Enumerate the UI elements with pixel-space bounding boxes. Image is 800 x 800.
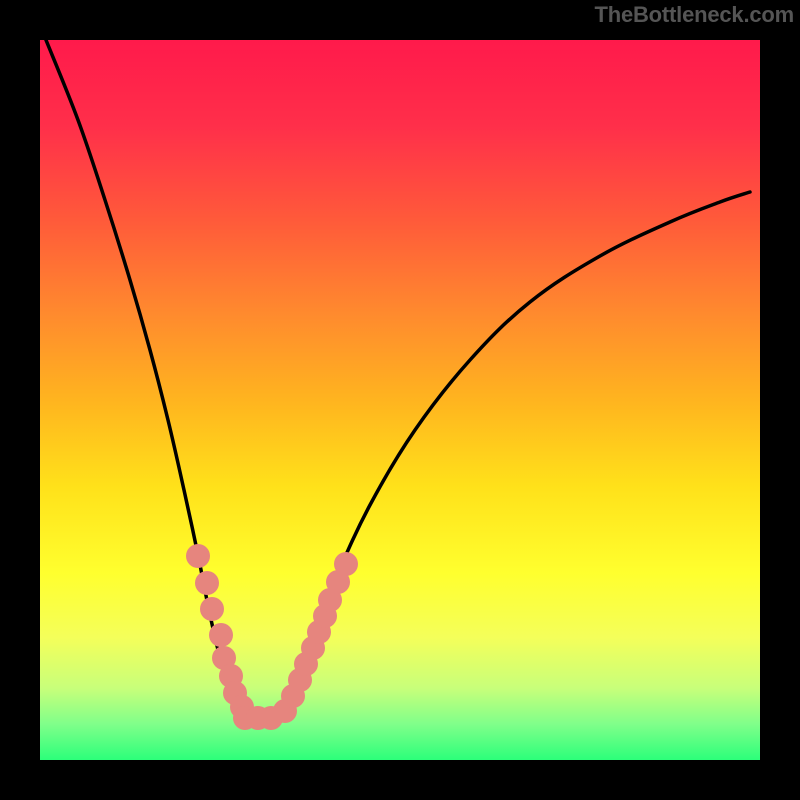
chart-frame: TheBottleneck.com: [0, 0, 800, 800]
dot-cluster: [186, 544, 358, 730]
cluster-dot: [334, 552, 358, 576]
cluster-dot: [209, 623, 233, 647]
cluster-dot: [195, 571, 219, 595]
watermark-text: TheBottleneck.com: [594, 2, 794, 28]
cluster-dot: [186, 544, 210, 568]
curve-layer: [40, 40, 760, 760]
plot-area: [40, 40, 760, 760]
cluster-dot: [200, 597, 224, 621]
right-curve: [272, 192, 750, 720]
